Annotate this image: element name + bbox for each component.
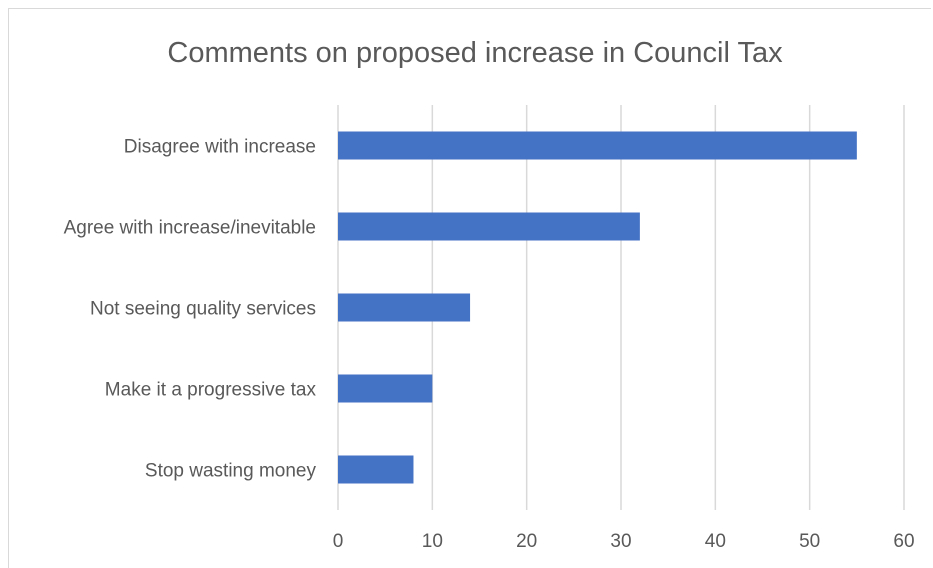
category-label: Stop wasting money (145, 461, 317, 482)
x-tick-label: 60 (893, 531, 914, 552)
bars (338, 131, 857, 484)
bar (338, 374, 433, 403)
chart-title: Comments on proposed increase in Council… (167, 37, 783, 69)
category-label: Agree with increase/inevitable (64, 218, 316, 239)
category-label: Make it a progressive tax (105, 380, 317, 401)
bar (338, 212, 640, 241)
x-tick-label: 40 (705, 531, 726, 552)
category-label: Disagree with increase (124, 137, 316, 158)
x-tick-label: 20 (516, 531, 537, 552)
x-axis-tick-labels: 0 10 20 30 40 50 60 (333, 531, 915, 552)
x-tick-label: 10 (422, 531, 443, 552)
x-tick-label: 0 (333, 531, 344, 552)
bar (338, 293, 471, 322)
x-tick-label: 50 (799, 531, 820, 552)
bar (338, 455, 414, 484)
chart-frame (8, 8, 931, 568)
category-label: Not seeing quality services (90, 299, 316, 320)
bar (338, 131, 857, 160)
x-tick-label: 30 (610, 531, 631, 552)
category-labels: Disagree with increase Agree with increas… (64, 137, 317, 482)
